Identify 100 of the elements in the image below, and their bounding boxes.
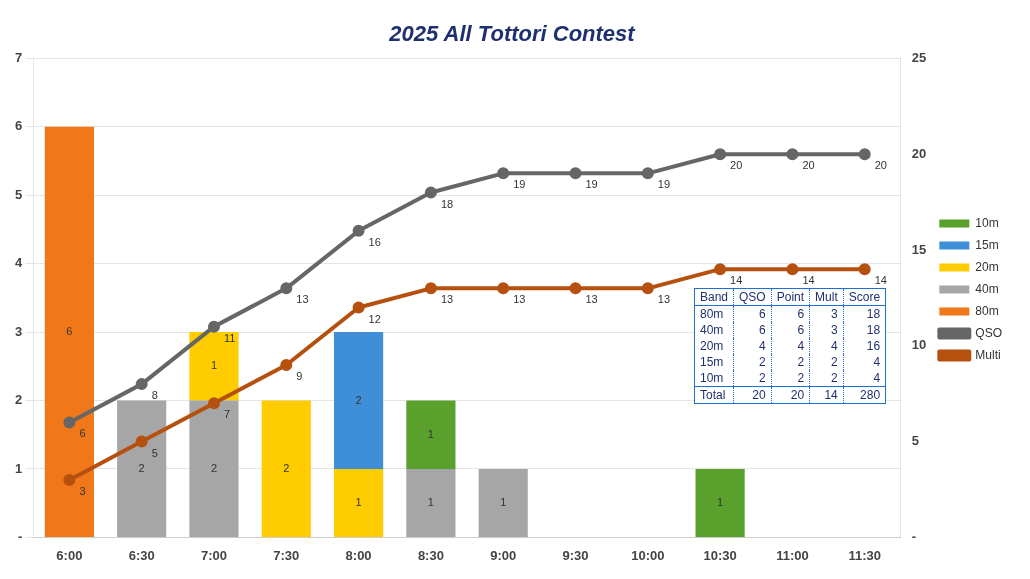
y-tick-label: 1 bbox=[15, 460, 23, 476]
y-tick-label: 7 bbox=[15, 49, 23, 65]
bar bbox=[334, 332, 384, 469]
point bbox=[641, 282, 654, 295]
bar bbox=[406, 400, 456, 469]
annotation: Mult bbox=[809, 288, 844, 306]
annotation: 6 bbox=[771, 305, 810, 322]
annotation: 6 bbox=[733, 322, 772, 338]
data-label: 1 bbox=[500, 495, 507, 508]
y-tick-label: 4 bbox=[15, 255, 23, 271]
x-tick-label: 8:30 bbox=[417, 547, 444, 563]
annotation: 6 bbox=[733, 305, 772, 322]
annotation: 280 bbox=[843, 386, 886, 404]
annotation: 14 bbox=[809, 386, 844, 404]
point bbox=[497, 282, 510, 295]
y-tick-label: 2 bbox=[15, 392, 23, 408]
bar bbox=[189, 400, 239, 537]
data-label: 11 bbox=[223, 331, 236, 344]
annotation: 20m bbox=[699, 338, 725, 354]
annotation: 4 bbox=[733, 338, 772, 354]
data-label: 13 bbox=[513, 293, 526, 306]
x-tick-label: 6:30 bbox=[128, 547, 155, 563]
annotation: 2 bbox=[771, 370, 810, 387]
annotation: 20 bbox=[733, 386, 772, 404]
point bbox=[280, 358, 293, 371]
annotation: Total bbox=[699, 387, 727, 404]
data-label: 19 bbox=[513, 178, 526, 191]
legend-label: 40m bbox=[975, 281, 999, 296]
point bbox=[714, 263, 727, 276]
x-tick-label: 7:00 bbox=[200, 547, 227, 563]
data-label: 16 bbox=[368, 235, 381, 248]
data-label: 2 bbox=[138, 461, 145, 474]
bar bbox=[117, 400, 167, 537]
point bbox=[352, 224, 365, 237]
point bbox=[63, 473, 76, 486]
x-tick-label: 10:00 bbox=[631, 547, 665, 563]
annotation: 2 bbox=[809, 354, 844, 370]
y2-tick-label: 25 bbox=[911, 49, 927, 65]
annotation: QSO bbox=[733, 288, 772, 306]
annotation: 2 bbox=[809, 370, 844, 387]
data-label: 3 bbox=[79, 484, 86, 497]
point bbox=[207, 397, 220, 410]
annotation: 3 bbox=[809, 305, 844, 322]
data-label: 13 bbox=[657, 293, 671, 306]
y-tick-label: 5 bbox=[15, 186, 23, 202]
data-label: 2 bbox=[355, 393, 362, 406]
x-tick-label: 9:00 bbox=[490, 547, 517, 563]
point bbox=[424, 186, 437, 199]
y2-tick-label: 15 bbox=[911, 241, 927, 257]
data-label: 14 bbox=[802, 274, 815, 287]
annotation: 18 bbox=[843, 322, 886, 338]
annotation: 16 bbox=[843, 338, 886, 354]
point bbox=[280, 282, 293, 295]
y-tick-label: 3 bbox=[15, 323, 23, 339]
data-label: 12 bbox=[368, 312, 381, 325]
annotation: 4 bbox=[771, 338, 810, 354]
data-label: 1 bbox=[210, 359, 218, 372]
data-label: 20 bbox=[802, 159, 815, 172]
data-label: 1 bbox=[427, 427, 434, 440]
point bbox=[786, 263, 799, 276]
data-label: 9 bbox=[296, 369, 303, 382]
point bbox=[569, 282, 582, 295]
legend-label: 20m bbox=[975, 259, 999, 274]
legend-label: 15m bbox=[975, 237, 999, 252]
data-label: 14 bbox=[874, 274, 887, 287]
x-tick-label: 11:30 bbox=[848, 547, 881, 563]
point bbox=[858, 148, 871, 161]
data-label: 2 bbox=[283, 461, 290, 474]
data-label: 13 bbox=[440, 293, 454, 306]
y2-tick-label: - bbox=[911, 528, 917, 544]
y2-tick-label: 5 bbox=[911, 433, 920, 449]
data-label: 7 bbox=[223, 408, 231, 421]
x-tick-label: 6:00 bbox=[56, 547, 83, 563]
bar bbox=[478, 468, 528, 537]
data-label: 13 bbox=[296, 293, 309, 306]
annotation: 4 bbox=[843, 370, 886, 387]
data-label: 2 bbox=[210, 461, 218, 474]
annotation: 4 bbox=[809, 338, 844, 354]
annotation: 4 bbox=[843, 354, 886, 370]
bar bbox=[695, 468, 745, 537]
data-label: 13 bbox=[585, 293, 598, 306]
data-label: 19 bbox=[657, 178, 671, 191]
y-tick-label: 6 bbox=[15, 118, 23, 134]
point bbox=[207, 320, 220, 333]
annotation: 15m bbox=[699, 354, 725, 370]
data-label: 6 bbox=[66, 324, 73, 337]
chart-title: 2025 All Tottori Contest bbox=[388, 21, 637, 47]
point bbox=[714, 148, 727, 161]
point bbox=[858, 263, 871, 276]
data-label: 20 bbox=[730, 159, 743, 172]
point bbox=[352, 301, 365, 314]
data-label: 6 bbox=[79, 427, 86, 440]
bar bbox=[261, 400, 311, 537]
data-label: 18 bbox=[440, 197, 454, 210]
data-label: 1 bbox=[717, 495, 724, 508]
annotation: 2 bbox=[733, 354, 772, 370]
point bbox=[786, 148, 799, 161]
bar bbox=[406, 468, 456, 537]
y-tick-label: - bbox=[17, 528, 23, 544]
annotation: 10m bbox=[699, 370, 725, 387]
